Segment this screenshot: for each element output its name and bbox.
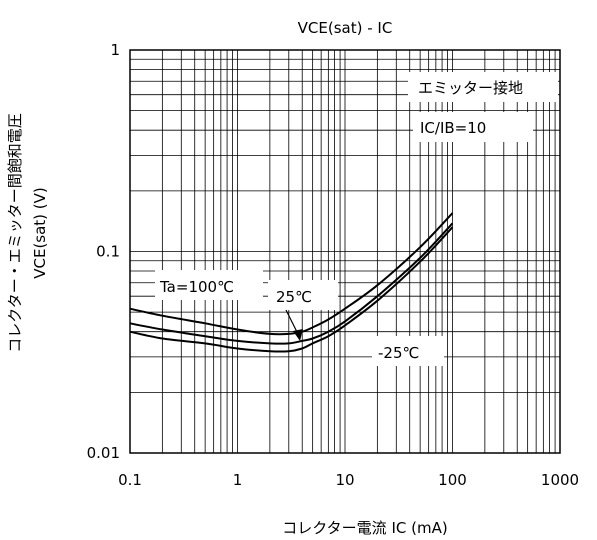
series-label-ta-25c: 25℃ [276,288,312,306]
x-tick-label: 1000 [541,471,579,489]
annotation-arrow-line [285,309,299,335]
annotation-box-1 [408,72,558,102]
x-tick-label: 1 [233,471,243,489]
series-label-box-ta-100c [155,270,263,300]
plot-frame [129,49,561,454]
series-label-ta-100c: Ta=100℃ [159,278,234,296]
grid [130,50,560,453]
annotation-ratio: IC/IB=10 [420,119,486,137]
series-line-ta-25c [129,222,454,345]
series-label-ta-minus-25c: -25℃ [378,344,419,362]
y-tick-label: 0.01 [87,444,120,462]
x-tick-label: 10 [335,471,354,489]
series-label-box-ta-minus-25c [372,336,444,366]
x-tick-label: 100 [438,471,467,489]
series-labels: Ta=100℃ 25℃ -25℃ [155,270,444,366]
y-axis-label-line2: VCE(sat) (V) [31,187,49,279]
annotation-grounded-emitter: エミッター接地 [418,79,523,97]
x-tick-label: 0.1 [118,471,142,489]
annotation-box-2 [413,112,533,142]
y-ticks: 1 0.1 0.01 [87,41,120,462]
y-axis-label-line1: コレクター・エミッター間飽和電圧 [6,113,24,352]
chart-title: VCE(sat) - IC [298,19,393,37]
x-ticks: 0.1 1 10 100 1000 [118,471,579,489]
series-line-ta-minus-25c [129,226,454,353]
series-label-box-ta-25c [268,280,338,310]
y-tick-label: 0.1 [96,243,120,261]
annotation-arrow-head [293,329,303,341]
x-axis-label: コレクター電流 IC (mA) [282,519,447,537]
y-tick-label: 1 [110,41,120,59]
